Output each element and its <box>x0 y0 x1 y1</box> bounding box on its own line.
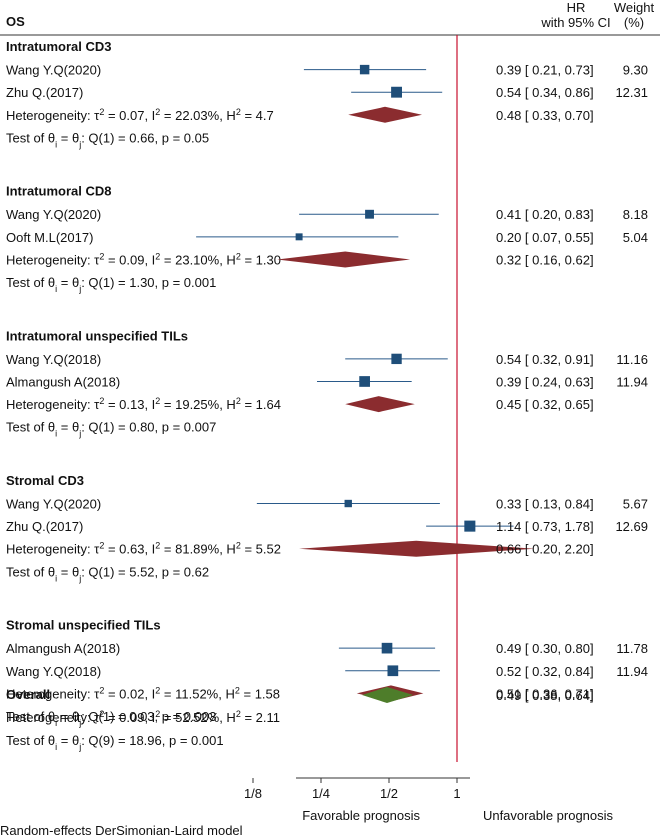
study-marker <box>381 642 393 654</box>
x-tick-label: 1/8 <box>244 786 262 801</box>
study-weight: 5.04 <box>623 230 648 245</box>
study-weight: 8.18 <box>623 207 648 222</box>
subgroup-test-statistic: Test of θi = θj: Q(1) = 5.52, p = 0.62 <box>6 564 209 583</box>
x-tick-label: 1/4 <box>312 786 330 801</box>
favorable-prognosis-label: Favorable prognosis <box>302 808 420 823</box>
subgroup-pooled-hr-ci: 0.66 [ 0.20, 2.20] <box>496 542 594 557</box>
model-footnote: Random-effects DerSimonian-Laird model <box>0 823 243 838</box>
subgroup-test-statistic: Test of θi = θj: Q(1) = 0.03, p = 0.003 <box>6 709 216 728</box>
subgroup-title-stromal-cd3: Stromal CD3 <box>6 473 84 488</box>
study-label: Almangush A(2018) <box>6 641 120 656</box>
study-hr-ci: 0.41 [ 0.20, 0.83] <box>496 207 594 222</box>
study-label: Wang Y.Q(2018) <box>6 664 101 679</box>
subgroup-test-statistic: Test of θi = θj: Q(1) = 1.30, p = 0.001 <box>6 275 216 294</box>
x-tick-label: 1 <box>453 786 460 801</box>
overall-hr-ci: 0.49 [ 0.38, 0.64] <box>496 688 594 703</box>
subgroup-heterogeneity: Heterogeneity: τ2 = 0.02, I2 = 11.52%, H… <box>6 685 280 701</box>
header: OS HR with 95% CI Weight (%) <box>6 0 654 30</box>
overall-heterogeneity: Heterogeneity: τ2 = 0.09, I2 = 52.52%, H… <box>6 709 280 725</box>
study-marker <box>464 520 476 532</box>
hr-ci-column-header: with 95% CI <box>540 15 610 30</box>
subgroup-pooled-diamond <box>277 251 411 268</box>
study-label: Ooft M.L(2017) <box>6 230 93 245</box>
study-weight: 11.16 <box>616 352 648 367</box>
study-weight: 9.30 <box>623 63 648 78</box>
study-label: Zhu Q.(2017) <box>6 519 83 534</box>
study-label: Wang Y.Q(2020) <box>6 207 101 222</box>
study-hr-ci: 0.20 [ 0.07, 0.55] <box>496 230 594 245</box>
study-marker <box>359 376 370 387</box>
subgroup-title-intratumoral-cd3: Intratumoral CD3 <box>6 39 111 54</box>
study-label: Wang Y.Q(2020) <box>6 497 101 512</box>
study-weight: 5.67 <box>623 497 648 512</box>
study-hr-ci: 0.54 [ 0.34, 0.86] <box>496 85 594 100</box>
subgroup-heterogeneity: Heterogeneity: τ2 = 0.63, I2 = 81.89%, H… <box>6 541 281 557</box>
subgroup-pooled-hr-ci: 0.45 [ 0.32, 0.65] <box>496 397 594 412</box>
subgroup-pooled-hr-ci: 0.51 [ 0.36, 0.71] <box>496 686 594 701</box>
subgroup-title-stromal-unspecified-tils: Stromal unspecified TILs <box>6 618 161 633</box>
subgroup-title-intratumoral-unspecified-tils: Intratumoral unspecified TILs <box>6 328 188 343</box>
subgroup-pooled-diamond <box>345 396 415 413</box>
study-hr-ci: 0.54 [ 0.32, 0.91] <box>496 352 594 367</box>
subgroup-heterogeneity: Heterogeneity: τ2 = 0.09, I2 = 23.10%, H… <box>6 251 281 267</box>
study-hr-ci: 0.49 [ 0.30, 0.80] <box>496 641 594 656</box>
study-weight: 11.94 <box>616 374 648 389</box>
study-weight: 12.69 <box>615 519 648 534</box>
unfavorable-prognosis-label: Unfavorable prognosis <box>483 808 614 823</box>
subgroup-heterogeneity: Heterogeneity: τ2 = 0.13, I2 = 19.25%, H… <box>6 396 281 412</box>
study-hr-ci: 0.33 [ 0.13, 0.84] <box>496 497 594 512</box>
subgroup-heterogeneity: Heterogeneity: τ2 = 0.07, I2 = 22.03%, H… <box>6 107 274 123</box>
study-label: Almangush A(2018) <box>6 374 120 389</box>
subgroup-pooled-hr-ci: 0.48 [ 0.33, 0.70] <box>496 108 594 123</box>
study-marker <box>344 499 352 508</box>
x-tick-label: 1/2 <box>380 786 398 801</box>
subgroup-title-intratumoral-cd8: Intratumoral CD8 <box>6 184 111 199</box>
study-marker <box>391 86 402 98</box>
study-marker <box>295 233 303 241</box>
study-label: Zhu Q.(2017) <box>6 85 83 100</box>
study-weight: 12.31 <box>615 85 648 100</box>
subgroup-test-statistic: Test of θi = θj: Q(1) = 0.80, p = 0.007 <box>6 420 216 439</box>
outcome-label: OS <box>6 14 25 29</box>
subgroup-test-statistic: Test of θi = θj: Q(1) = 0.66, p = 0.05 <box>6 130 209 149</box>
subgroup-pooled-hr-ci: 0.32 [ 0.16, 0.62] <box>496 252 594 267</box>
study-hr-ci: 0.39 [ 0.21, 0.73] <box>496 63 594 78</box>
study-hr-ci: 0.39 [ 0.24, 0.63] <box>496 374 594 389</box>
weight-unit-header: (%) <box>624 15 644 30</box>
study-marker <box>387 665 399 677</box>
x-axis: 1/8 1/4 1/2 1 <box>244 777 470 801</box>
weight-column-header: Weight <box>614 0 655 15</box>
study-rows: Intratumoral CD3 Wang Y.Q(2020) 0.39 [ 0.2… <box>6 39 648 752</box>
study-label: Wang Y.Q(2020) <box>6 63 101 78</box>
subgroup-pooled-diamond <box>348 106 423 123</box>
subgroup-pooled-diamond <box>299 540 535 557</box>
overall-test-statistic: Test of θi = θj: Q(9) = 18.96, p = 0.001 <box>6 733 224 752</box>
hr-column-header: HR <box>567 0 586 15</box>
study-hr-ci: 0.52 [ 0.32, 0.84] <box>496 664 594 679</box>
study-label: Wang Y.Q(2018) <box>6 352 101 367</box>
overall-title: Overall <box>6 687 50 702</box>
study-weight: 11.94 <box>616 664 648 679</box>
study-marker <box>359 64 370 75</box>
study-marker <box>391 353 402 365</box>
study-marker <box>365 209 374 219</box>
study-hr-ci: 1.14 [ 0.73, 1.78] <box>496 519 594 534</box>
overall-pooled-diamond <box>362 687 414 703</box>
study-weight: 11.78 <box>616 641 648 656</box>
